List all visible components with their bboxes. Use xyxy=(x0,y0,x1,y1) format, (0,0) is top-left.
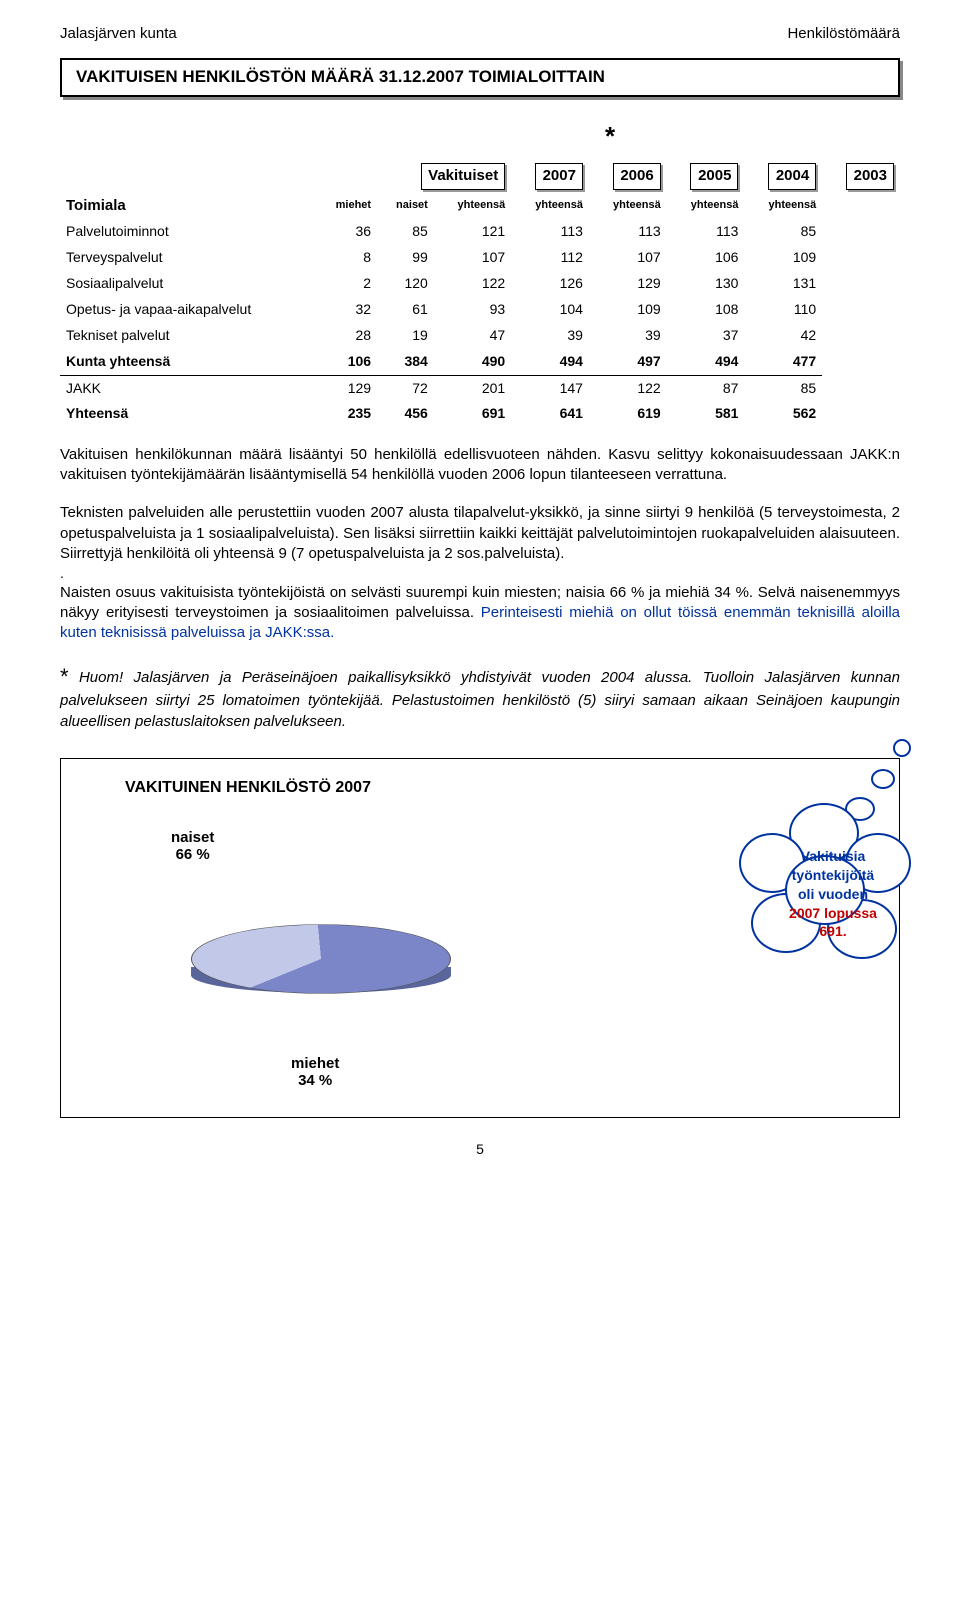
table-row: Sosiaalipalvelut 2120122126129130131 xyxy=(60,271,900,297)
table-row: Palvelutoiminnot 368512111311311385 xyxy=(60,219,900,245)
header-right: Henkilöstömäärä xyxy=(787,24,900,44)
pie-chart xyxy=(191,889,451,1039)
chart-container: VAKITUINEN HENKILÖSTÖ 2007 naiset 66 % m… xyxy=(60,758,900,1118)
paragraph-2: Teknisten palveluiden alle perustettiin … xyxy=(60,503,900,564)
paragraph-3: Naisten osuus vakituisista työntekijöist… xyxy=(60,583,900,644)
footnote-text: Huom! Jalasjärven ja Peräseinäjoen paika… xyxy=(60,669,900,730)
pie-label-naiset: naiset 66 % xyxy=(171,829,214,864)
year-2005: 2005 xyxy=(690,163,738,189)
page-header: Jalasjärven kunta Henkilöstömäärä xyxy=(60,24,900,44)
title-box: VAKITUISEN HENKILÖSTÖN MÄÄRÄ 31.12.2007 … xyxy=(60,58,900,97)
pie-top xyxy=(191,924,451,994)
sub-yht-04: yhteensä xyxy=(667,193,745,219)
staff-table: Vakituiset 2007 2006 2005 2004 2003 Toim… xyxy=(60,160,900,427)
header-left: Jalasjärven kunta xyxy=(60,24,177,44)
sub-yht-06: yhteensä xyxy=(511,193,589,219)
table-row-jakk: JAKK 129722011471228785 xyxy=(60,375,900,401)
table-row-kunta: Kunta yhteensä 106384490494497494477 xyxy=(60,349,900,375)
footnote: * Huom! Jalasjärven ja Peräseinäjoen pai… xyxy=(60,662,900,732)
corner-label: Toimiala xyxy=(60,193,316,219)
table-row-total: Yhteensä 235456691641619581562 xyxy=(60,401,900,427)
table-row: Terveyspalvelut 899107112107106109 xyxy=(60,245,900,271)
footnote-star: * xyxy=(60,664,69,689)
sub-naiset: naiset xyxy=(377,193,434,219)
cloud-trail-icon xyxy=(893,739,911,757)
sub-yht: yhteensä xyxy=(434,193,511,219)
cloud-text: Vakituisia työntekijöitä oli vuoden 2007… xyxy=(763,847,903,941)
table-row: Opetus- ja vapaa-aikapalvelut 3261931041… xyxy=(60,297,900,323)
thought-cloud: Vakituisia työntekijöitä oli vuoden 2007… xyxy=(739,803,917,973)
sub-yht-03: yhteensä xyxy=(744,193,822,219)
chart-title: VAKITUINEN HENKILÖSTÖ 2007 xyxy=(125,777,875,799)
group-header: Vakituiset xyxy=(421,163,505,189)
sub-miehet: miehet xyxy=(316,193,378,219)
star-marker: * xyxy=(60,119,900,154)
cloud-trail-icon xyxy=(871,769,895,789)
lone-period: . xyxy=(60,564,900,583)
year-2006: 2006 xyxy=(613,163,661,189)
year-2007: 2007 xyxy=(535,163,583,189)
table-row: Tekniset palvelut 28194739393742 xyxy=(60,323,900,349)
year-2004: 2004 xyxy=(768,163,816,189)
page-number: 5 xyxy=(60,1140,900,1159)
pie-label-miehet: miehet 34 % xyxy=(291,1055,339,1090)
paragraph-1: Vakituisen henkilökunnan määrä lisääntyi… xyxy=(60,445,900,486)
sub-yht-05: yhteensä xyxy=(589,193,667,219)
year-2003: 2003 xyxy=(846,163,894,189)
